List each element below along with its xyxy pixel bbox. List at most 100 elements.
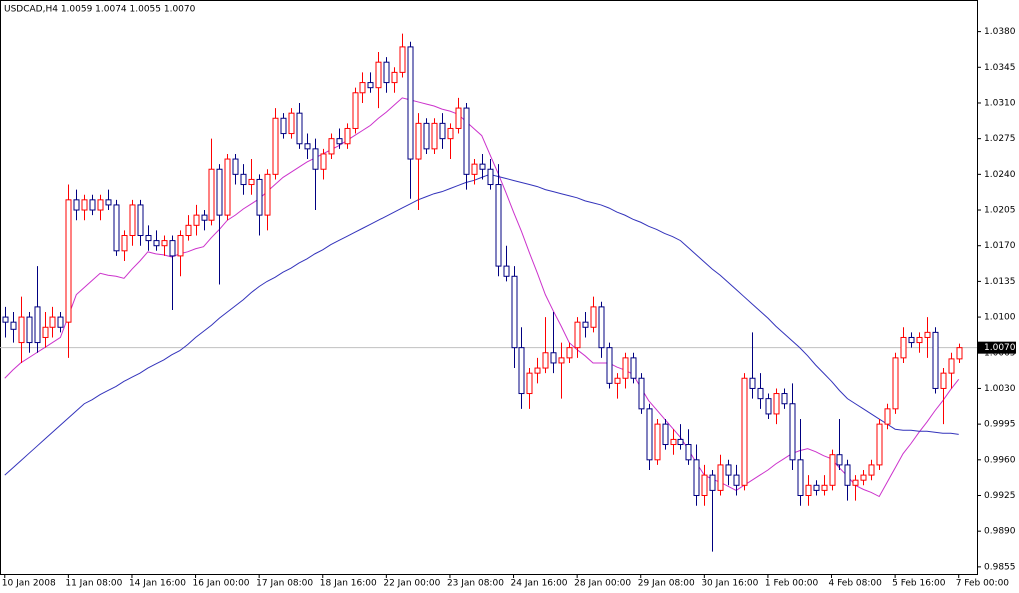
- candle-body: [328, 138, 335, 155]
- candle-body: [145, 235, 152, 242]
- candle-body: [511, 275, 518, 349]
- y-tick-label: 0.9890: [984, 527, 1016, 537]
- candle-body: [121, 235, 128, 252]
- candle-body: [216, 168, 223, 216]
- candle-body: [932, 331, 939, 389]
- candle-body: [479, 163, 486, 170]
- candle-body: [662, 423, 669, 446]
- candle-body: [900, 336, 907, 359]
- candle-body: [399, 46, 406, 73]
- candle-body: [169, 240, 176, 257]
- candle-body: [741, 377, 748, 486]
- y-tick-label: 1.0380: [984, 27, 1016, 37]
- candle-body: [97, 199, 104, 211]
- candle-body: [518, 347, 525, 395]
- candle-body: [89, 199, 96, 211]
- candle-body: [773, 393, 780, 415]
- candle-body: [630, 357, 637, 379]
- last-price-box: [978, 341, 1016, 354]
- candle-body: [701, 474, 708, 496]
- candle-body: [153, 240, 160, 247]
- candle-body: [280, 117, 287, 135]
- candle-body: [693, 459, 700, 496]
- candle-body: [320, 153, 327, 170]
- x-tick-label: 10 Jan 2008: [2, 579, 56, 589]
- candle-body: [105, 199, 112, 206]
- candle-body: [829, 454, 836, 486]
- candle-body: [296, 112, 303, 145]
- candle-body: [749, 377, 756, 389]
- candle-body: [868, 464, 875, 476]
- candle-body: [550, 352, 557, 364]
- x-tick-label: 14 Jan 16:00: [129, 579, 186, 589]
- candle-body: [916, 336, 923, 344]
- candle-body: [336, 138, 343, 145]
- candle-body: [860, 474, 867, 481]
- candle-body: [606, 347, 613, 384]
- candle-body: [797, 459, 804, 496]
- candle-body: [757, 387, 764, 400]
- candle-body: [725, 464, 732, 476]
- candle-body: [423, 122, 430, 150]
- candle-body: [709, 474, 716, 491]
- candle-body: [638, 377, 645, 410]
- candle-body: [344, 127, 351, 145]
- candle-body: [431, 122, 438, 150]
- candle-body: [161, 240, 168, 247]
- candle-body: [177, 235, 184, 257]
- moving-average-line: [4, 97, 960, 498]
- candle-body: [256, 178, 263, 216]
- candle-body: [415, 122, 422, 160]
- candle-body: [407, 46, 414, 160]
- candle-body: [57, 316, 64, 328]
- candle-body: [439, 122, 446, 140]
- candle-body: [526, 372, 533, 395]
- x-tick-label: 28 Jan 00:00: [574, 579, 631, 589]
- y-tick-label: 1.0030: [984, 384, 1016, 394]
- y-tick-label: 1.0275: [984, 134, 1016, 144]
- x-tick-label: 24 Jan 16:00: [511, 579, 568, 589]
- candle-body: [447, 127, 454, 140]
- candle-body: [455, 107, 462, 129]
- candle-body: [359, 82, 366, 94]
- candle-body: [789, 403, 796, 461]
- candle-body: [677, 438, 684, 446]
- candle-body: [852, 479, 859, 486]
- candle-body: [558, 357, 565, 364]
- candle-body: [113, 204, 120, 252]
- candle-body: [208, 168, 215, 221]
- x-tick-label: 16 Jan 00:00: [193, 579, 250, 589]
- candle-body: [487, 168, 494, 186]
- candle-body: [948, 358, 955, 374]
- candle-body: [42, 326, 49, 338]
- candle-body: [924, 331, 931, 338]
- candle-body: [312, 148, 319, 170]
- candle-body: [10, 321, 17, 330]
- candle-body: [542, 352, 549, 369]
- candle-body: [129, 204, 136, 237]
- candle-body: [137, 204, 144, 237]
- candle-body: [844, 464, 851, 486]
- candle-body: [622, 357, 629, 379]
- candle-body: [590, 306, 597, 328]
- candle-body: [224, 158, 231, 216]
- candle-body: [892, 357, 899, 410]
- y-tick-label: 1.0170: [984, 241, 1016, 251]
- candle-body: [248, 178, 255, 186]
- candle-body: [81, 199, 88, 211]
- candle-body: [463, 107, 470, 175]
- y-tick-label: 1.0240: [984, 170, 1016, 180]
- candle-body: [272, 117, 279, 175]
- candle-body: [503, 265, 510, 277]
- x-tick-label: 22 Jan 00:00: [383, 579, 440, 589]
- x-tick-label: 30 Jan 16:00: [701, 579, 758, 589]
- candle-body: [471, 163, 478, 175]
- candle-body: [598, 306, 605, 349]
- x-tick-label: 1 Feb 00:00: [765, 579, 819, 589]
- x-tick-label: 17 Jan 08:00: [256, 579, 313, 589]
- y-tick-label: 1.0345: [984, 63, 1016, 73]
- y-tick-label: 1.0310: [984, 98, 1016, 108]
